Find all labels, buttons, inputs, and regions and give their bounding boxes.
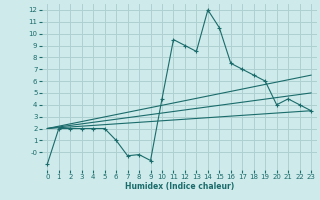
- X-axis label: Humidex (Indice chaleur): Humidex (Indice chaleur): [124, 182, 234, 191]
